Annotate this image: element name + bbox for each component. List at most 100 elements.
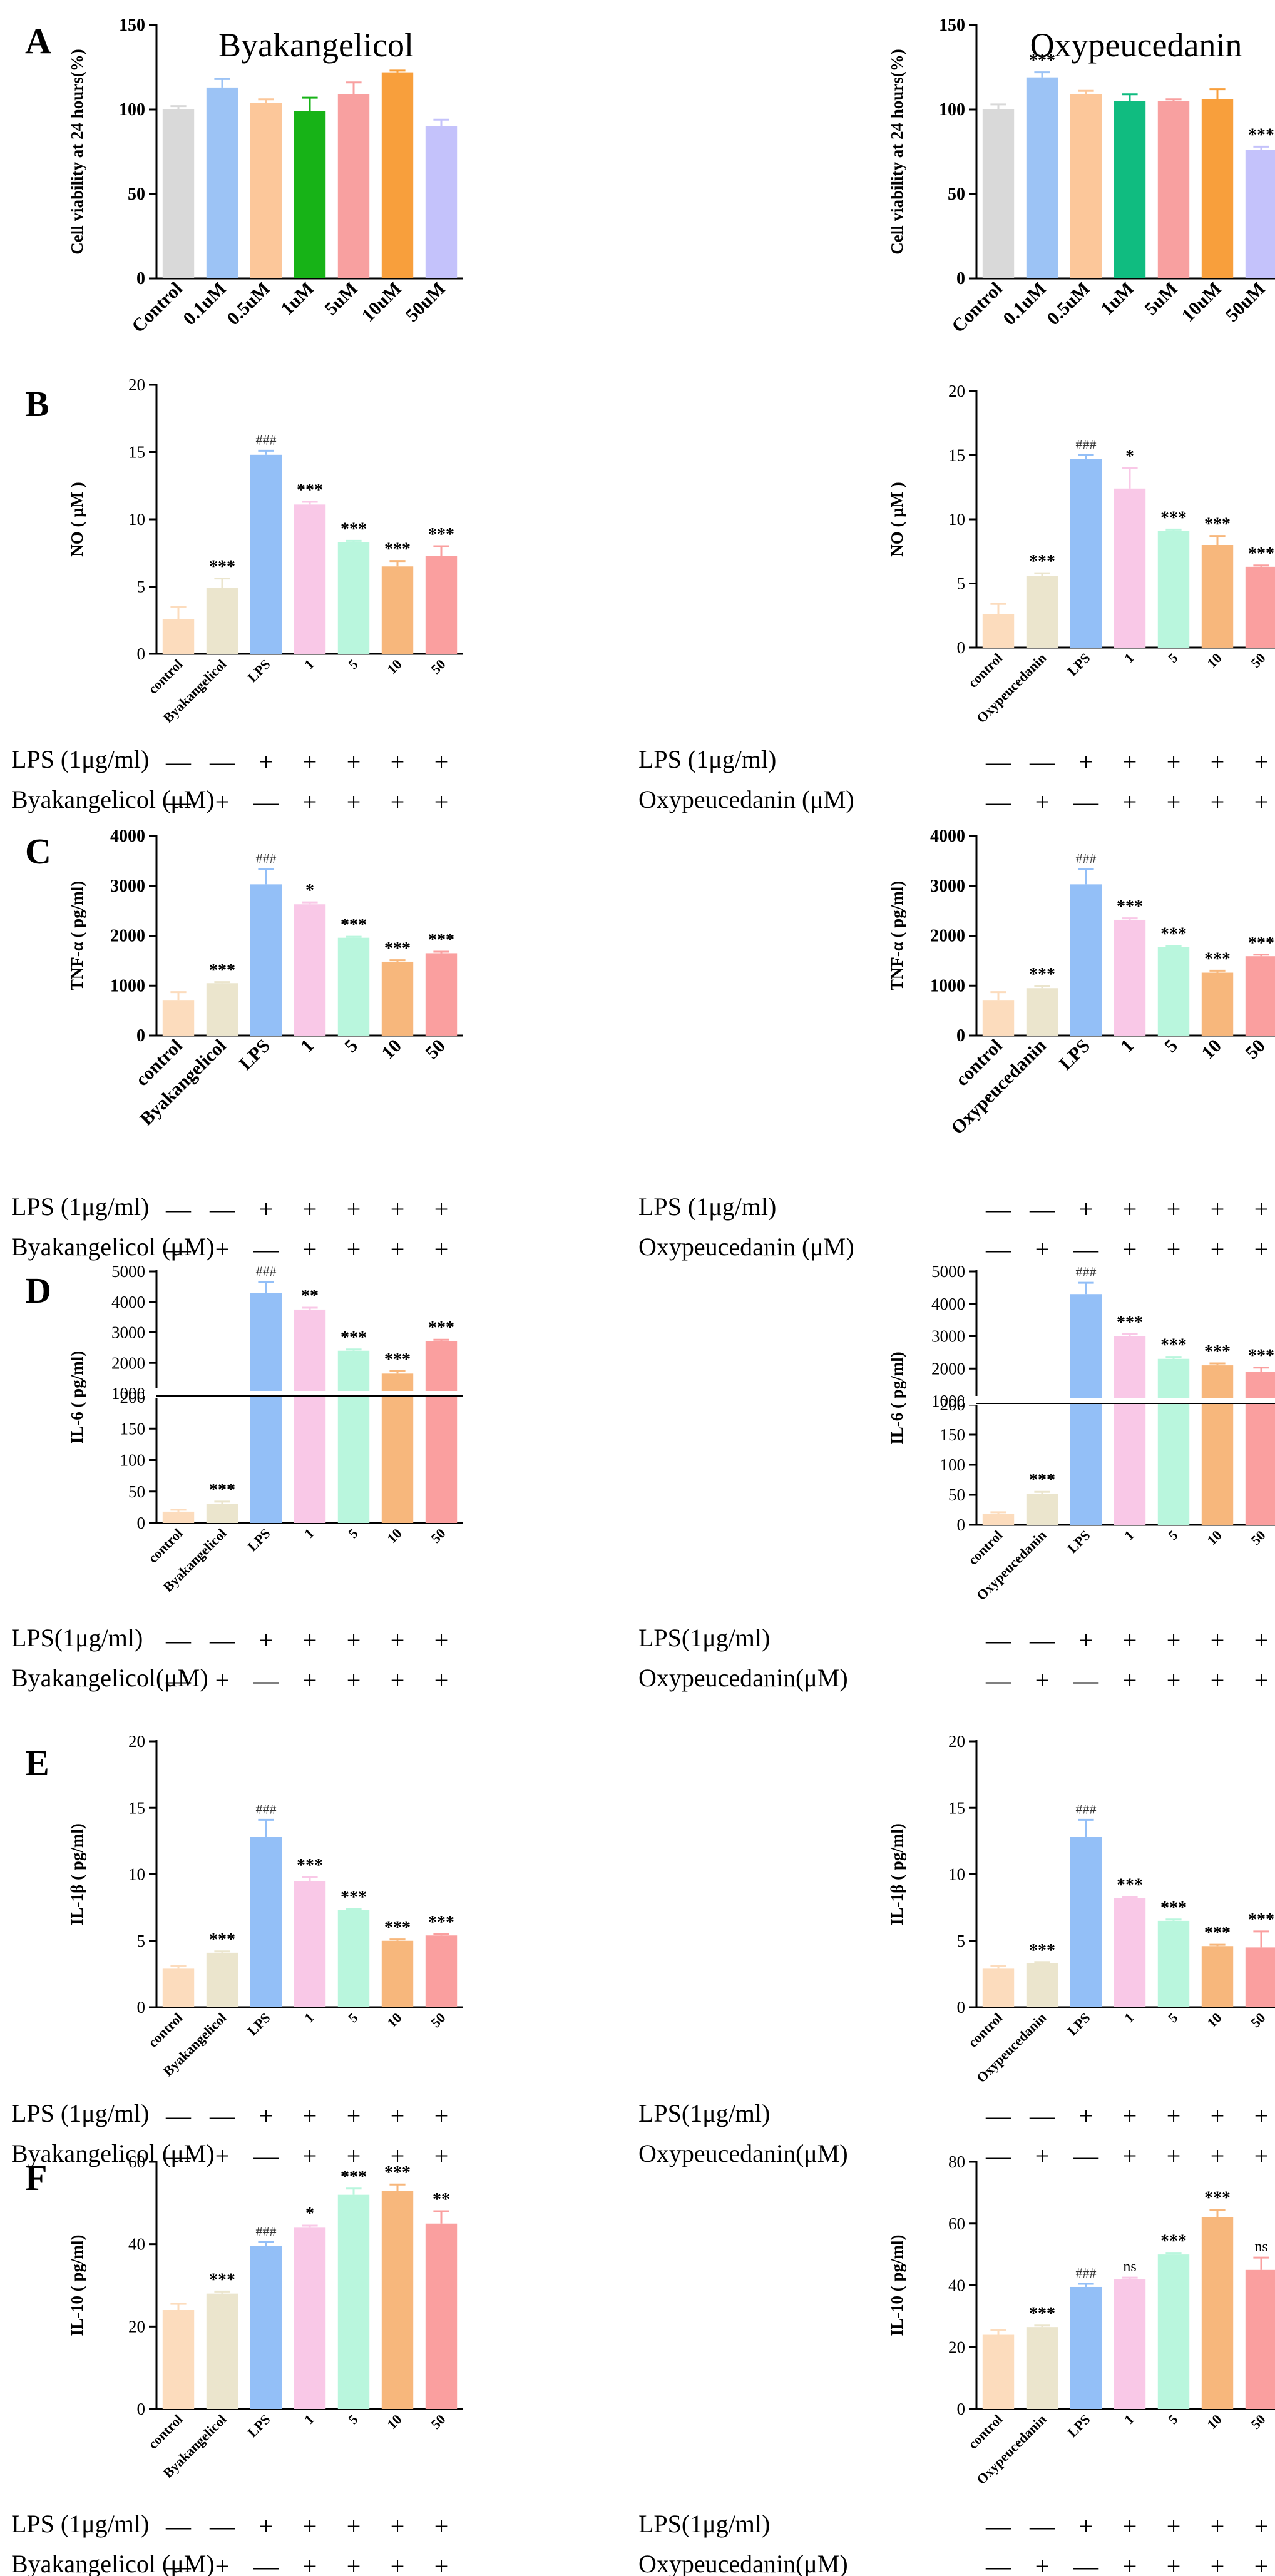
y-tick-label: 5 [957,1932,966,1950]
y-tick-label: 0 [136,1026,145,1046]
y-tick-label: 100 [940,1455,966,1474]
x-tick-label: 1uM [277,278,318,320]
y-tick-label: 20 [128,375,145,394]
treatment-table: LPS (1μg/ml) Oxypeucedanin (μM) — — — + + — + + + +… [638,1193,1268,1263]
y-tick-label: 50 [128,185,145,204]
x-tick-label: 10uM [1178,278,1226,326]
lps-sign: + [1254,1195,1269,1223]
y-tick-label: 20 [948,2338,965,2356]
significance-label: *** [341,915,367,935]
compound-sign: — [1073,1666,1099,1694]
significance-label: *** [1248,125,1274,145]
bar [1026,1494,1058,1525]
significance-label: *** [1248,544,1274,564]
significance-label: ### [256,1801,277,1816]
bar [337,542,370,654]
bar [982,2334,1015,2409]
lps-sign: + [347,2102,361,2130]
x-tick-label: 50 [428,2010,448,2030]
compound-sign: + [1211,1666,1225,1694]
y-tick-label: 0 [137,1998,146,2017]
lps-sign: + [303,1195,317,1223]
bar [1114,1336,1146,1525]
x-tick-label: 5 [1165,2010,1180,2025]
y-tick-label: 15 [128,443,145,462]
bar [1026,2327,1058,2409]
bar [162,1000,195,1036]
lps-sign: — [209,748,235,776]
compound-sign: + [215,788,230,816]
x-tick-label: 1 [297,1036,318,1057]
lps-sign: — [209,1626,235,1654]
significance-label: *** [1029,51,1055,71]
lps-sign: + [1079,748,1093,776]
bar [1245,566,1275,648]
compound-sign: + [1123,1235,1137,1263]
lps-sign: + [1167,1626,1181,1654]
x-tick-label: 5 [345,1525,361,1541]
x-tick-label: 1 [301,1525,317,1541]
bar [250,454,282,654]
lps-sign: + [391,2512,405,2540]
y-axis-label: Cell viability at 24 hours(%) [888,49,906,255]
y-tick-label: 10 [128,1865,145,1884]
significance-label: *** [341,519,367,539]
y-tick-label: 50 [948,1485,965,1504]
lps-row-label: LPS (1μg/ml) [638,745,776,773]
lps-sign: + [1079,2512,1093,2540]
significance-label: *** [1204,949,1231,969]
lps-row-label: LPS(1μg/ml) [638,2099,770,2127]
significance-label: *** [1029,552,1055,571]
compound-sign: + [1123,1666,1137,1694]
y-tick-label: 0 [137,1514,146,1532]
bar [381,1373,414,1523]
y-tick-label: 3000 [110,877,145,896]
significance-label: *** [209,961,235,980]
lps-row-label: LPS (1μg/ml) [11,745,149,773]
chart-title: Oxypeucedanin [1030,26,1242,64]
x-tick-label: 10 [384,656,404,677]
chart-A-oxy: 0 50 100 150 Cell viability at 24 hours(%) Ox… [888,16,1275,337]
y-tick-label: 15 [128,1798,145,1817]
lps-sign: + [1167,2512,1181,2540]
bar [294,2227,326,2409]
bar [162,109,195,278]
x-tick-label: 5 [341,1036,362,1057]
lps-sign: + [434,1195,449,1223]
compound-sign: — [985,1666,1011,1694]
compound-sign: + [1167,1666,1181,1694]
significance-label: *** [384,1918,411,1938]
x-tick-label: 50 [1247,2411,1268,2432]
significance-label: *** [1204,2189,1231,2208]
x-tick-label: 10 [1204,2010,1224,2030]
bar [1201,2217,1234,2409]
x-tick-label: 1 [1121,650,1137,666]
bar [982,1000,1015,1036]
lps-sign: — [985,748,1011,776]
y-tick-label: 10 [128,510,145,529]
lps-sign: + [1211,1195,1225,1223]
treatment-table: LPS (1μg/ml)Byakangelicol (μM)———++—++++… [11,2099,448,2170]
bar [294,111,326,278]
significance-label: *** [428,525,454,544]
y-tick-label: 10 [948,510,965,529]
significance-label: ### [256,2223,277,2239]
lps-sign: — [165,2102,192,2130]
compound-sign: + [347,2142,361,2170]
bar [381,72,414,278]
y-axis-label: IL-6 ( pg/ml) [888,1352,906,1445]
compound-sign: + [1167,2142,1181,2170]
y-tick-label: 50 [948,185,965,204]
y-tick-label: 4000 [110,827,145,846]
lps-sign: + [1123,748,1137,776]
compound-row-label: Oxypeucedanin(μM) [638,1664,848,1692]
significance-label: *** [1029,1470,1055,1490]
panel-label-C: C [25,831,51,872]
y-tick-label: 20 [128,1732,145,1751]
treatment-table: LPS(1μg/ml) Oxypeucedanin(μM) — — — + + — + + + + + +… [638,2510,1268,2576]
y-tick-label: 60 [948,2214,965,2233]
